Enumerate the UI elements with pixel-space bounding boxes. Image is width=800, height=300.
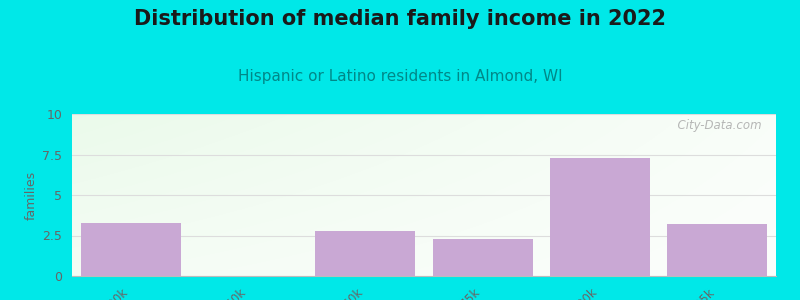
Bar [550, 158, 650, 276]
Bar [81, 223, 181, 276]
Y-axis label: families: families [25, 170, 38, 220]
Bar [667, 224, 767, 276]
Text: Distribution of median family income in 2022: Distribution of median family income in … [134, 9, 666, 29]
Bar [433, 239, 533, 276]
Bar [315, 231, 415, 276]
Text: City-Data.com: City-Data.com [670, 119, 762, 132]
Text: Hispanic or Latino residents in Almond, WI: Hispanic or Latino residents in Almond, … [238, 69, 562, 84]
